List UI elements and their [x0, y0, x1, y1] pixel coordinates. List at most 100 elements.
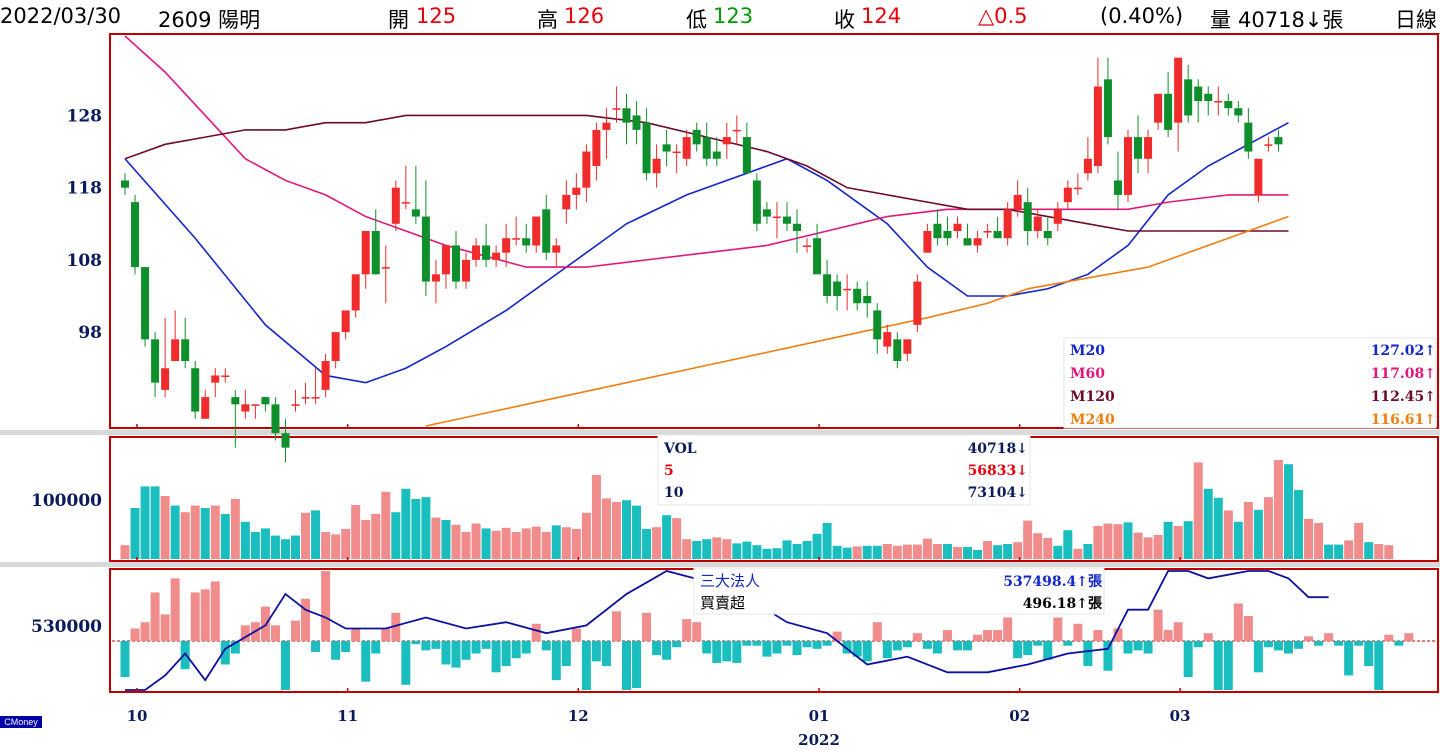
volume-bar [1253, 509, 1263, 559]
inst-bar [1294, 641, 1304, 649]
candle-body [803, 245, 812, 247]
candle-body [1234, 108, 1243, 116]
inst-bar [381, 628, 391, 641]
candle-body [1154, 93, 1163, 123]
inst-bar [1083, 641, 1093, 667]
inst-bar [662, 641, 672, 660]
volume-bar [531, 526, 541, 559]
volume-legend-value: 73104↓ [968, 485, 1028, 501]
volume-bar [1324, 544, 1334, 559]
inst-bar [842, 641, 852, 654]
candle-body [1204, 93, 1213, 101]
inst-bar [652, 641, 662, 656]
inst-bar [280, 641, 290, 690]
inst-bar [862, 641, 872, 662]
volume-bar [922, 538, 932, 559]
volume-bar [381, 491, 391, 559]
volume-bar [1123, 522, 1133, 559]
volume-bar [1093, 526, 1103, 559]
candle-body [772, 216, 781, 219]
volume-bar [321, 532, 331, 559]
inst-bar [802, 641, 812, 648]
inst-bar [120, 641, 130, 677]
volume-bar [1223, 510, 1233, 559]
inst-bar [1253, 641, 1263, 673]
volume-bar [782, 540, 792, 559]
candle-body [1244, 122, 1253, 152]
candle-body [893, 339, 902, 361]
volume-bar [1364, 542, 1374, 559]
volume-bar [702, 539, 712, 559]
candle-body [391, 187, 400, 224]
inst-bar [220, 641, 230, 665]
candle-body [492, 252, 501, 260]
candle-body [1144, 137, 1153, 159]
inst-legend-value: 537498.4↑張 [1003, 574, 1103, 590]
high-value: 126 [564, 4, 605, 28]
volume-bar [200, 508, 210, 559]
inst-bar [902, 641, 912, 648]
candle-body [311, 397, 320, 399]
inst-bar [561, 641, 571, 667]
volume-legend-value: 40718↓ [968, 441, 1028, 457]
candle-body [301, 397, 310, 399]
inst-bar [611, 611, 621, 641]
candle-body [782, 216, 791, 224]
volume-bar [662, 515, 672, 559]
inst-bar [511, 641, 521, 659]
candle-body [572, 187, 581, 195]
inst-bar [632, 641, 642, 688]
candle-body [341, 310, 350, 333]
volume-bar [1033, 533, 1043, 559]
panel-divider [0, 430, 1440, 435]
inst-bar [210, 581, 220, 641]
inst-bar [702, 641, 712, 654]
inst-bar [872, 622, 882, 641]
inst-bar [983, 630, 993, 641]
candle-body [1073, 187, 1082, 190]
candle-body [863, 296, 872, 304]
stock-name: 2609 陽明 [158, 8, 261, 32]
inst-bar [130, 628, 140, 641]
volume-bar [1103, 523, 1113, 559]
volume-bar [892, 545, 902, 559]
quote-header: 2022/03/30 2609 陽明 開 125 高 126 低 123 收 1… [0, 0, 1440, 34]
inst-bar [591, 641, 601, 662]
inst-bar [672, 641, 682, 648]
ma-legend-value: 127.02↑ [1371, 343, 1436, 359]
inst-bar [1263, 641, 1273, 648]
candle-body [211, 375, 220, 383]
volume-bar [210, 505, 220, 559]
ma-legend-name: M240 [1070, 412, 1115, 428]
volume-bar [431, 517, 441, 559]
volume-bar [1153, 535, 1163, 559]
inst-bar [351, 628, 361, 641]
volume-bar [1294, 490, 1304, 559]
volume-bar [682, 539, 692, 559]
price-panel-frame [109, 33, 1439, 429]
candle-body [131, 202, 140, 268]
candle-body [1214, 101, 1223, 103]
volume-bar [1283, 464, 1293, 559]
volume-bar [481, 528, 491, 559]
inst-bar [270, 625, 280, 641]
candle-body [361, 231, 370, 275]
candle-body [853, 288, 862, 304]
volume-legend-name: 5 [664, 463, 674, 479]
inst-bar [491, 641, 501, 673]
candle-body [421, 216, 430, 282]
inst-bar [1273, 641, 1283, 651]
volume-bar [952, 547, 962, 559]
volume-legend-value: 56833↓ [968, 463, 1028, 479]
volume-legend [657, 434, 1031, 506]
volume-bar [1173, 526, 1183, 559]
volume-bar [1243, 502, 1253, 559]
volume-bar [842, 547, 852, 559]
inst-bar [1103, 641, 1113, 671]
volume-value: 40718↓張 [1238, 8, 1344, 32]
inst-tick-label: 530000 [31, 617, 102, 637]
volume-bar [692, 541, 702, 559]
month-tick-label: 02 [1009, 707, 1030, 725]
inst-bar [993, 630, 1003, 641]
volume-bar [1133, 532, 1143, 559]
